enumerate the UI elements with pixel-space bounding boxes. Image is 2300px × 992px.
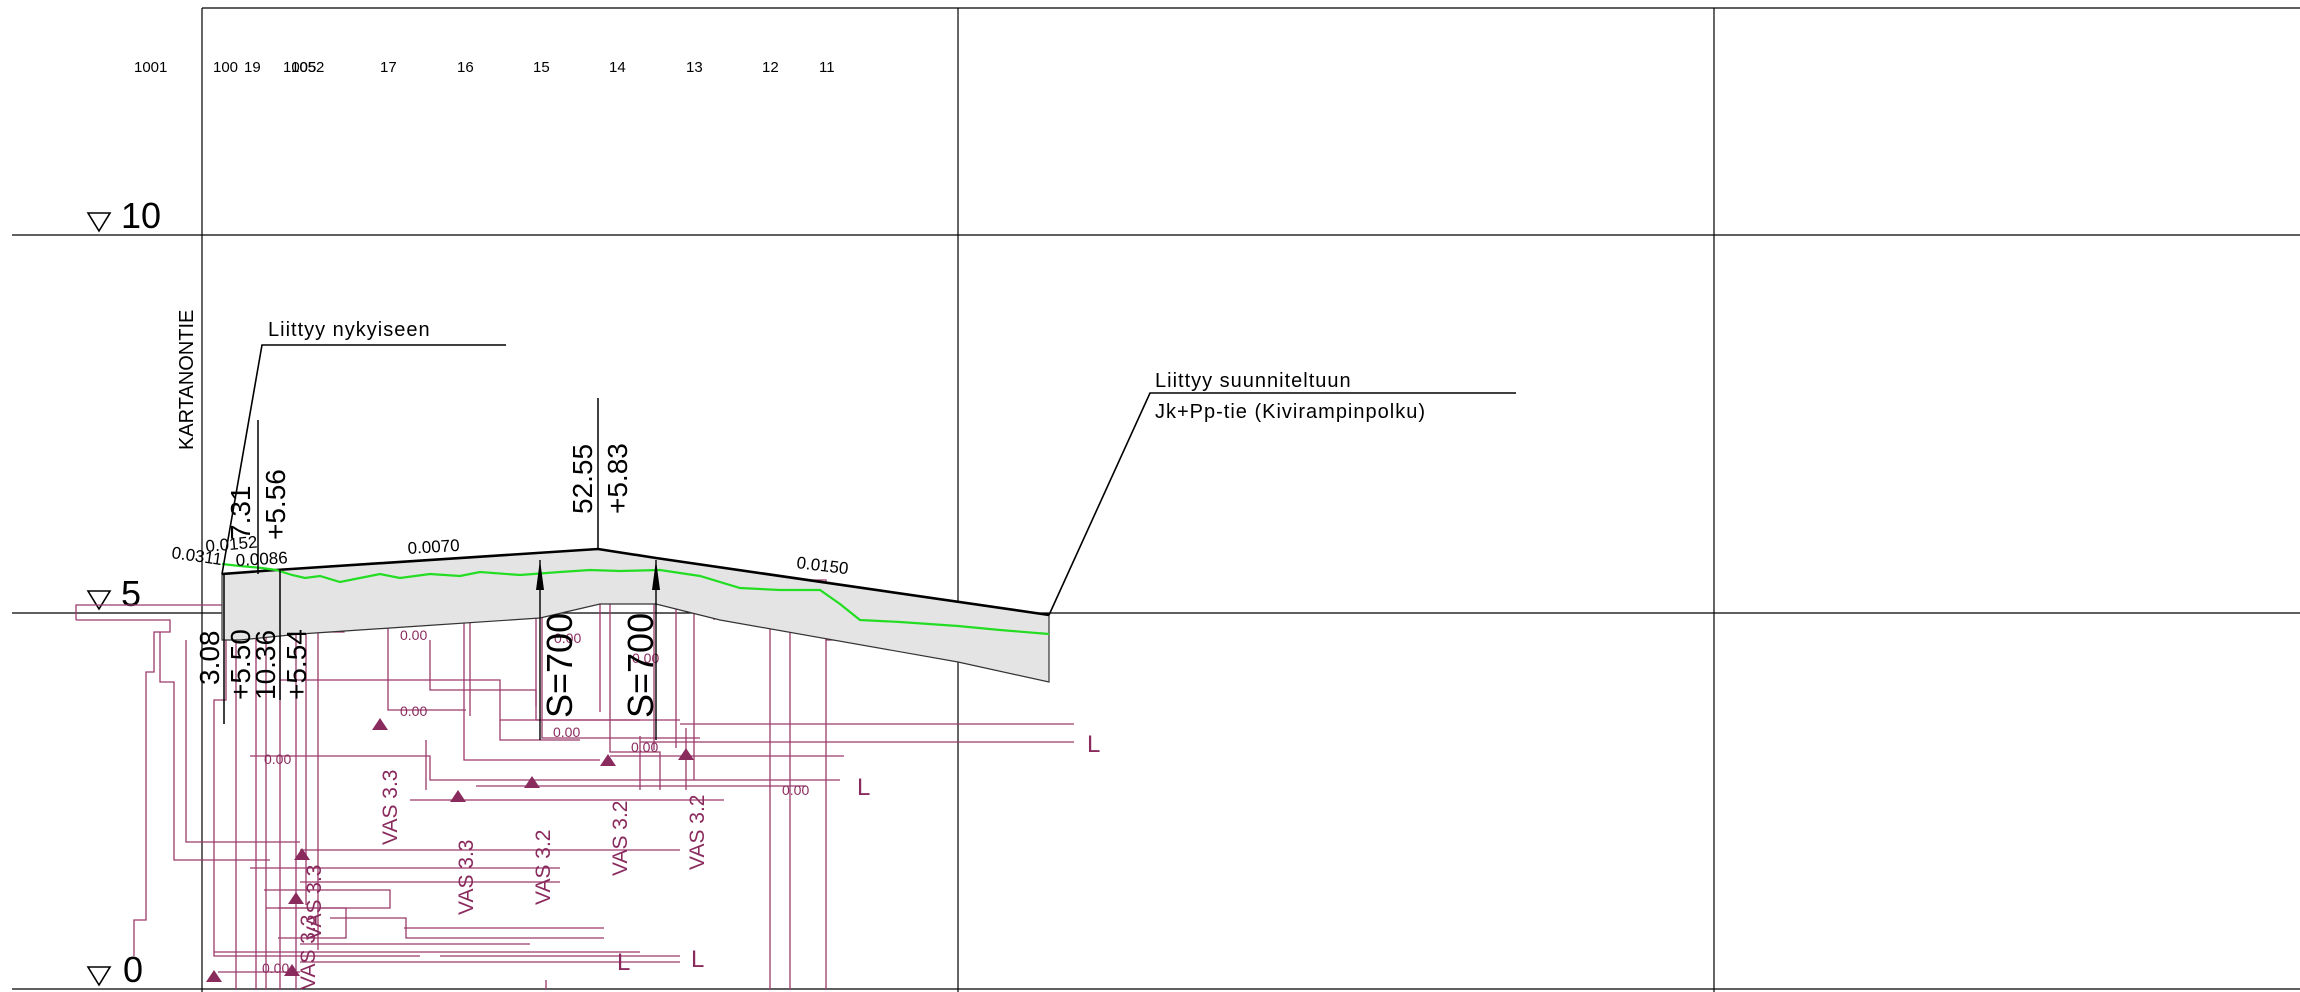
- slope-label: 0.0086: [235, 548, 288, 570]
- valve-icon: [284, 964, 300, 976]
- station-label: 11: [819, 59, 835, 76]
- station-labels: 1001 100 19 1005 1052 17 16 15 14 13 12 …: [134, 59, 835, 76]
- station-label: 12: [762, 59, 779, 76]
- valve-icon: [600, 754, 616, 766]
- triangle-icon: [86, 590, 112, 611]
- small-value: 0.00: [264, 751, 291, 767]
- small-value: 0.00: [782, 782, 809, 798]
- station-label: 15: [533, 59, 550, 76]
- road-label: KARTANONTIE: [176, 310, 198, 450]
- elevation-marker-label: 5: [121, 573, 141, 614]
- pipe-labels: VAS 3.3 VAS 3.3 VAS 3.2 VAS 3.2 VAS 3.2 …: [297, 770, 709, 991]
- valve-icon: [372, 718, 388, 730]
- pipe-label: VAS 3.3: [455, 840, 478, 916]
- triangle-icon: [86, 966, 112, 987]
- pipe-label: VAS 3.3: [303, 865, 326, 941]
- vp2-elevation: +5.83: [602, 443, 633, 514]
- small-values: 0.00 0.00 0.00 0.00 0.00 0.00 0.00 0.00 …: [262, 627, 809, 976]
- pipe-end-mark: L: [617, 949, 630, 976]
- left-elevation-b: +5.54: [281, 629, 312, 700]
- vertical-curves: S=700 S=700: [536, 560, 661, 740]
- valve-icon: [206, 970, 222, 982]
- vp2-station: 52.55: [567, 444, 598, 514]
- arrow-icon: [536, 560, 544, 590]
- curve-label: S=700: [620, 613, 661, 718]
- left-station-a: 3.08: [194, 631, 225, 686]
- small-value: 0.00: [400, 703, 427, 719]
- station-label: 19: [244, 59, 261, 76]
- small-value: 0.00: [400, 627, 427, 643]
- small-value: 0.00: [262, 960, 289, 976]
- station-label: 100: [213, 59, 238, 76]
- annotation-planned: Liittyy suunniteltuun Jk+Pp-tie (Kiviram…: [1048, 370, 1516, 616]
- small-value: 0.00: [632, 650, 659, 666]
- valve-icon: [288, 892, 304, 904]
- station-label: 17: [380, 59, 397, 76]
- curve-label: S=700: [539, 613, 580, 718]
- existing-ground-line: [221, 562, 1050, 636]
- pipe-label: VAS 3.3: [379, 770, 402, 846]
- small-value: 0.00: [631, 739, 658, 755]
- station-label: 1052: [291, 59, 324, 76]
- left-station-b: 10.36: [250, 630, 281, 700]
- valve-icon: [678, 748, 694, 760]
- valve-icon: [524, 776, 540, 788]
- left-elevation-a: +5.50: [225, 629, 256, 700]
- pipe-end-marks: L L L L: [617, 731, 1100, 976]
- station-label: 1005: [283, 59, 316, 76]
- pipe-end-mark: L: [691, 946, 704, 973]
- arrow-icon: [652, 560, 660, 590]
- slope-label: 0.0150: [796, 553, 850, 578]
- station-label: 16: [457, 59, 474, 76]
- pipe-end-mark: L: [857, 774, 870, 801]
- connect-existing-label: Liittyy nykyiseen: [268, 319, 431, 341]
- pipe-label: VAS 3.2: [532, 830, 555, 906]
- vp1-elevation: +5.56: [260, 469, 291, 540]
- pipe-label: VAS 3.2: [686, 795, 709, 871]
- station-label: 14: [609, 59, 626, 76]
- profile-grid: [12, 7, 2300, 992]
- pipe-end-mark: L: [1087, 731, 1100, 758]
- station-label: 13: [686, 59, 703, 76]
- connect-planned-label-1: Liittyy suunniteltuun: [1155, 370, 1352, 392]
- elevation-markers: 10 5 0: [86, 195, 161, 990]
- slope-labels: 0.0311 0.0152 0.0086 0.0070 0.0150: [170, 533, 849, 579]
- triangle-icon: [86, 212, 112, 233]
- valve-icon: [294, 848, 310, 860]
- station-label: 1001: [134, 59, 167, 76]
- connect-planned-label-2: Jk+Pp-tie (Kivirampinpolku): [1155, 401, 1426, 423]
- pipe-label: VAS 3.2: [609, 801, 632, 877]
- small-value: 0.00: [553, 724, 580, 740]
- valve-icon: [450, 790, 466, 802]
- elevation-marker-label: 0: [123, 949, 143, 990]
- utility-network: [75, 574, 1074, 990]
- small-value: 0.00: [554, 630, 581, 646]
- slope-label: 0.0152: [205, 533, 258, 556]
- pipe-label: VAS 3.3: [297, 915, 320, 991]
- elevation-marker-label: 10: [121, 195, 161, 236]
- annotation-existing: Liittyy nykyiseen: [221, 319, 506, 575]
- slope-label: 0.0070: [407, 536, 460, 558]
